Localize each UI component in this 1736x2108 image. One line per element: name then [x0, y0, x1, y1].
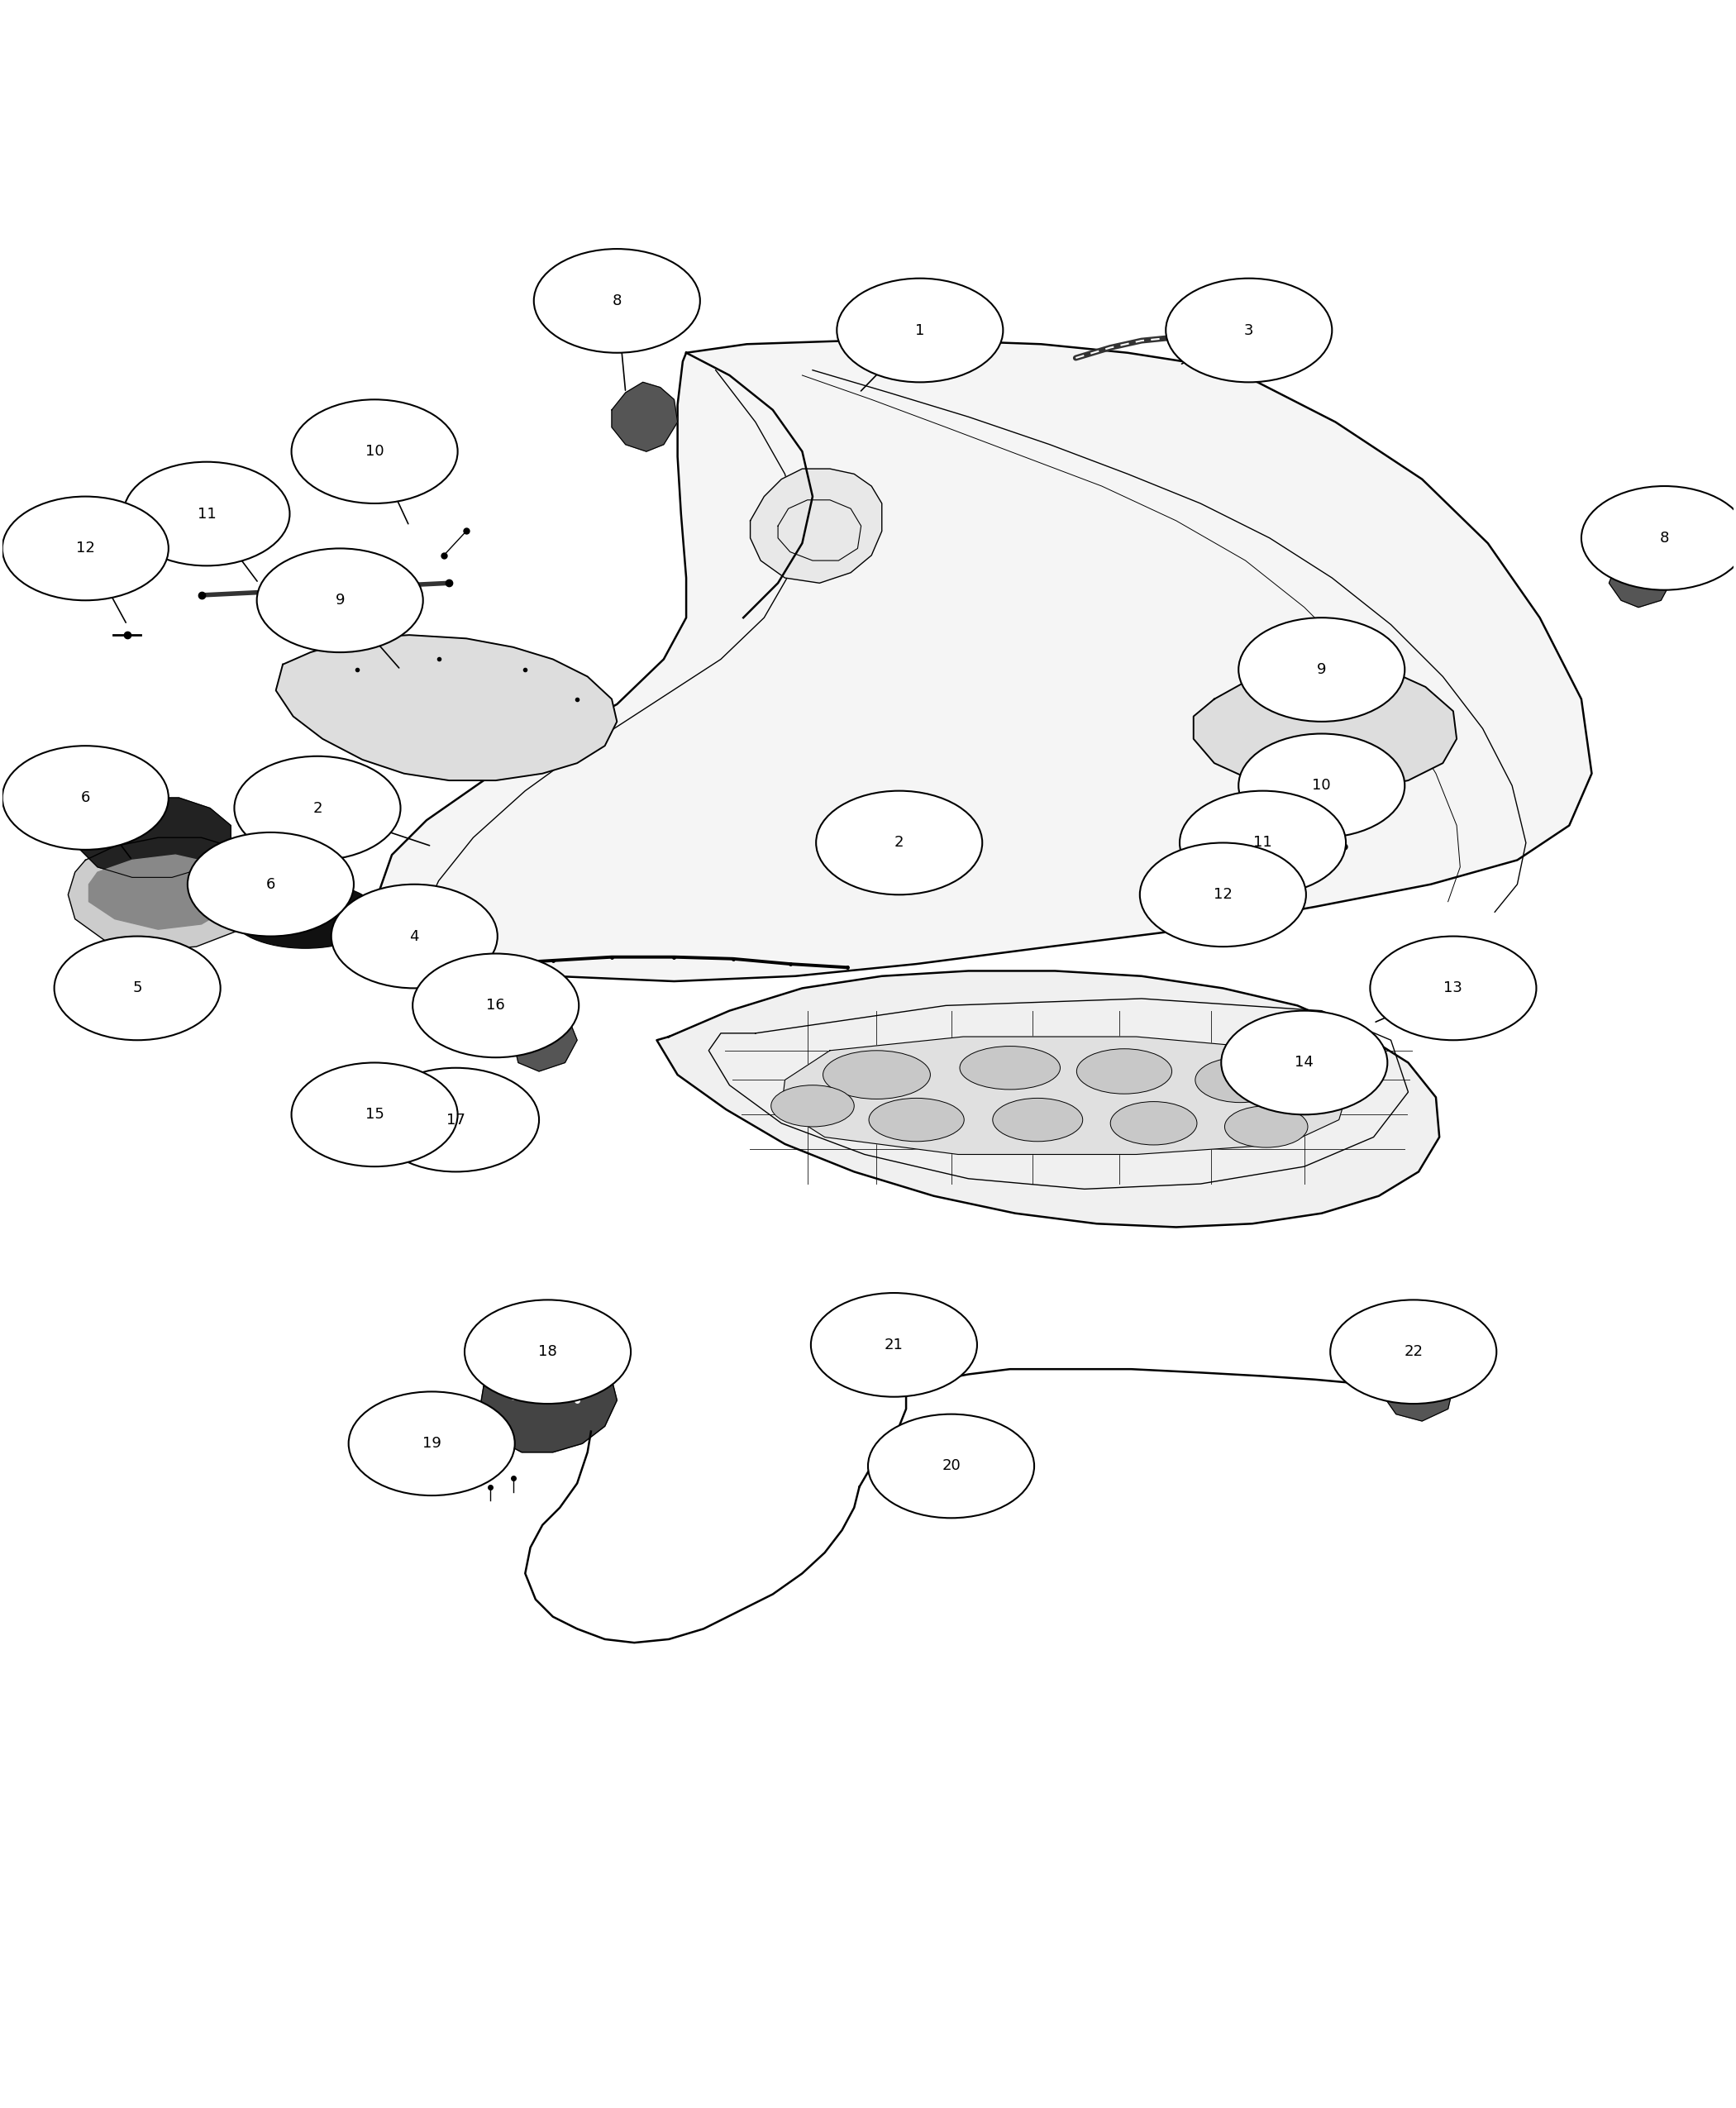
Polygon shape — [89, 856, 236, 930]
Ellipse shape — [868, 1098, 963, 1140]
Ellipse shape — [413, 953, 578, 1058]
Ellipse shape — [1330, 1301, 1496, 1404]
Ellipse shape — [1224, 1107, 1307, 1147]
Polygon shape — [1194, 664, 1457, 790]
Polygon shape — [611, 382, 677, 451]
Ellipse shape — [1167, 278, 1332, 382]
Text: 10: 10 — [365, 445, 384, 460]
Text: 6: 6 — [80, 790, 90, 805]
Ellipse shape — [332, 885, 498, 989]
Polygon shape — [380, 341, 1592, 982]
Ellipse shape — [234, 757, 401, 860]
Polygon shape — [1384, 1362, 1453, 1421]
Text: 19: 19 — [422, 1436, 441, 1450]
Polygon shape — [781, 1037, 1349, 1155]
Ellipse shape — [837, 278, 1003, 382]
Ellipse shape — [1141, 843, 1305, 946]
Ellipse shape — [257, 548, 424, 651]
Ellipse shape — [771, 1086, 854, 1126]
Ellipse shape — [231, 883, 378, 949]
Ellipse shape — [1194, 1058, 1285, 1102]
Text: 6: 6 — [266, 877, 276, 892]
Text: 16: 16 — [486, 997, 505, 1014]
Text: 17: 17 — [446, 1113, 465, 1128]
Polygon shape — [276, 635, 616, 780]
Polygon shape — [656, 972, 1439, 1227]
Text: 14: 14 — [1295, 1056, 1314, 1071]
Text: 8: 8 — [1660, 531, 1668, 546]
Ellipse shape — [2, 497, 168, 601]
Text: 4: 4 — [410, 930, 418, 944]
Polygon shape — [68, 837, 266, 951]
Text: 18: 18 — [538, 1345, 557, 1360]
Ellipse shape — [2, 746, 168, 850]
Text: 11: 11 — [1253, 835, 1272, 850]
Ellipse shape — [1370, 936, 1536, 1039]
Text: 2: 2 — [894, 835, 904, 850]
Ellipse shape — [1111, 1102, 1196, 1145]
Text: 13: 13 — [1444, 980, 1463, 995]
Ellipse shape — [811, 1292, 977, 1398]
Ellipse shape — [54, 936, 220, 1039]
Polygon shape — [80, 797, 231, 877]
Polygon shape — [479, 1351, 616, 1452]
Text: 9: 9 — [335, 592, 345, 607]
Text: 15: 15 — [365, 1107, 384, 1121]
Ellipse shape — [1238, 734, 1404, 837]
Text: 10: 10 — [1312, 778, 1332, 793]
Ellipse shape — [292, 1062, 458, 1166]
Ellipse shape — [187, 833, 354, 936]
Text: 1: 1 — [915, 323, 925, 337]
Ellipse shape — [1220, 1010, 1387, 1115]
Text: 2: 2 — [312, 801, 323, 816]
Polygon shape — [514, 1016, 576, 1071]
Text: 11: 11 — [198, 506, 215, 521]
Text: 12: 12 — [76, 542, 95, 557]
Ellipse shape — [1180, 790, 1345, 894]
Ellipse shape — [823, 1050, 930, 1098]
Ellipse shape — [373, 1069, 540, 1172]
Text: 5: 5 — [132, 980, 142, 995]
Text: 9: 9 — [1318, 662, 1326, 677]
Polygon shape — [750, 468, 882, 584]
Text: 22: 22 — [1404, 1345, 1424, 1360]
Text: 20: 20 — [941, 1459, 960, 1473]
Ellipse shape — [123, 462, 290, 565]
Ellipse shape — [535, 249, 700, 352]
Text: 8: 8 — [613, 293, 621, 308]
Ellipse shape — [993, 1098, 1083, 1140]
Ellipse shape — [868, 1414, 1035, 1518]
Ellipse shape — [1581, 487, 1736, 590]
Polygon shape — [1609, 544, 1674, 607]
Polygon shape — [894, 1351, 941, 1391]
Ellipse shape — [1076, 1050, 1172, 1094]
Ellipse shape — [960, 1046, 1061, 1090]
Ellipse shape — [1238, 618, 1404, 721]
Ellipse shape — [292, 401, 458, 504]
Text: 12: 12 — [1213, 887, 1233, 902]
Ellipse shape — [349, 1391, 516, 1495]
Text: 21: 21 — [885, 1336, 903, 1353]
Ellipse shape — [816, 790, 983, 894]
Ellipse shape — [465, 1301, 630, 1404]
Text: 3: 3 — [1245, 323, 1253, 337]
